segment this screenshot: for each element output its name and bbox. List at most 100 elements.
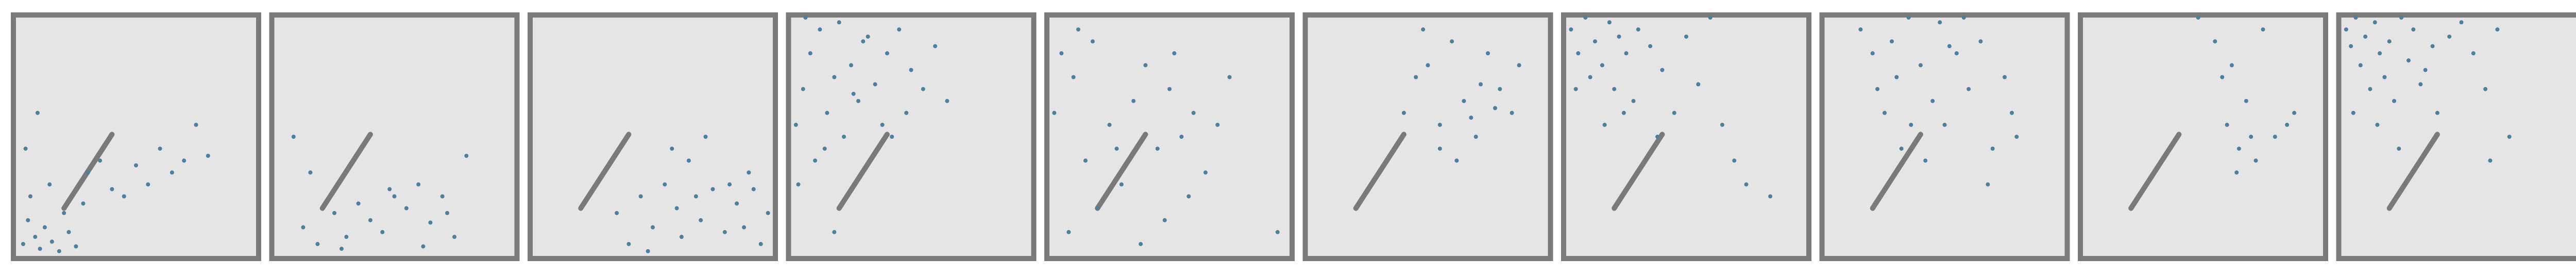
point <box>2344 27 2348 32</box>
reference-line <box>2128 132 2182 211</box>
point <box>2435 110 2439 115</box>
point <box>1510 110 1514 115</box>
point <box>1139 241 1143 246</box>
point <box>1612 87 1617 91</box>
point <box>2292 110 2297 115</box>
point <box>1602 122 1607 127</box>
point <box>1961 15 1966 20</box>
point <box>1617 34 1621 39</box>
point <box>74 244 78 249</box>
scatter-panel <box>1561 12 1811 261</box>
point <box>1275 230 1280 234</box>
panel-frame <box>1561 12 1811 261</box>
point <box>28 194 32 199</box>
point <box>1414 75 1418 79</box>
point <box>1076 27 1080 32</box>
point <box>2285 122 2290 127</box>
point <box>387 187 392 191</box>
point <box>2351 110 2355 115</box>
point <box>832 230 837 234</box>
point <box>1191 110 1196 115</box>
point <box>1454 158 1459 163</box>
point <box>1744 182 1749 187</box>
point <box>170 170 174 175</box>
point <box>1498 87 1502 91</box>
point <box>1179 135 1184 139</box>
point <box>404 206 409 211</box>
point <box>885 51 889 56</box>
point <box>909 68 913 72</box>
point <box>2368 87 2372 91</box>
point <box>1493 106 1497 110</box>
point <box>861 39 866 44</box>
point <box>182 158 187 163</box>
point <box>1143 63 1148 68</box>
point <box>1203 170 1208 175</box>
panel-frame <box>269 12 520 261</box>
reference-line <box>1095 132 1148 211</box>
point <box>2507 135 2512 139</box>
point <box>1696 82 1701 87</box>
point <box>1066 230 1071 234</box>
point <box>615 211 619 215</box>
point <box>1426 63 1430 68</box>
point <box>2229 63 2234 68</box>
point <box>1660 68 1665 72</box>
point <box>933 44 938 49</box>
point <box>2273 135 2277 139</box>
point <box>344 235 349 239</box>
point <box>1059 51 1064 56</box>
point <box>368 218 372 222</box>
point <box>1162 218 1167 222</box>
point <box>638 194 643 199</box>
point <box>1624 51 1629 56</box>
point <box>122 194 126 199</box>
reference-line <box>836 132 890 211</box>
panel-frame <box>786 12 1037 261</box>
point <box>428 220 433 225</box>
point <box>81 201 86 206</box>
point <box>921 87 925 91</box>
reference-line <box>1870 132 1923 211</box>
point <box>1473 135 1478 139</box>
point <box>146 182 150 187</box>
point <box>2253 158 2258 163</box>
point <box>751 187 756 191</box>
panel-frame <box>2078 12 2328 261</box>
point <box>825 110 829 115</box>
point <box>2353 15 2358 20</box>
point <box>1648 44 1653 49</box>
point <box>803 15 808 20</box>
point <box>1469 116 1473 120</box>
point <box>1894 75 1899 79</box>
point <box>1938 20 1942 25</box>
point <box>873 82 877 87</box>
point <box>651 225 655 230</box>
point <box>1462 99 1466 103</box>
point <box>1167 87 1172 91</box>
point <box>49 239 54 244</box>
scatter-panel <box>1044 12 1295 261</box>
point <box>1119 182 1124 187</box>
point <box>1621 110 1626 115</box>
point <box>308 170 313 175</box>
point <box>1655 135 1660 139</box>
point <box>1486 51 1490 56</box>
point <box>1083 158 1088 163</box>
point <box>1172 51 1177 56</box>
point <box>1095 206 1100 211</box>
point <box>2423 68 2428 72</box>
point <box>2483 87 2488 91</box>
point <box>315 241 320 246</box>
point <box>291 135 296 139</box>
point <box>1768 194 1773 199</box>
point <box>747 170 751 175</box>
point <box>2234 170 2239 175</box>
point <box>21 241 25 246</box>
point <box>86 170 90 175</box>
point <box>2220 75 2225 79</box>
point <box>2003 75 2007 79</box>
point <box>1909 122 1913 127</box>
scatter-panel <box>1819 12 2070 261</box>
